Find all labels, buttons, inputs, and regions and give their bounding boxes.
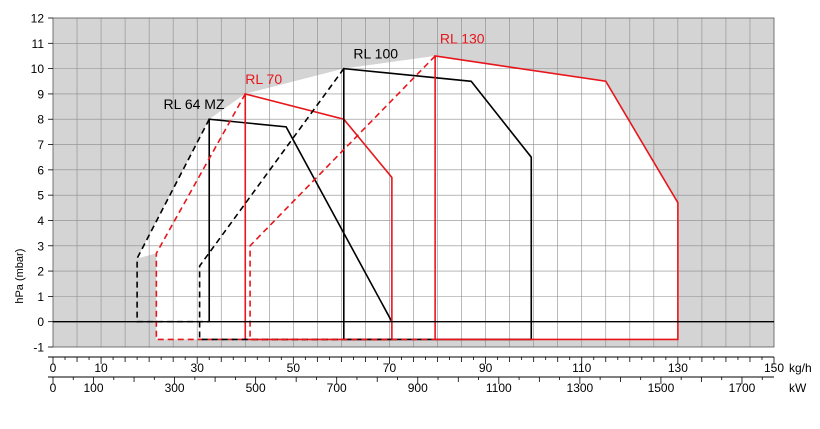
kw-unit-label: kW: [789, 381, 807, 395]
kgh-tick-label: 50: [287, 361, 301, 375]
kgh-tick-label: 30: [191, 361, 205, 375]
plot-frame: [52, 17, 775, 348]
series-label: RL 64 MZ: [164, 96, 225, 112]
series-line-dashed: [249, 55, 436, 341]
kw-tick-label: 900: [408, 381, 428, 395]
kgh-tick-label: 10: [94, 361, 108, 375]
y-tick-label: -1: [33, 341, 44, 355]
kw-tick-label: 500: [246, 381, 266, 395]
kgh-tick-label: 70: [383, 361, 397, 375]
series-line-dashed: [198, 68, 345, 341]
y-tick-label: 0: [37, 315, 44, 329]
y-axis-label: hPa (mbar): [14, 249, 26, 304]
y-tick-label: 12: [31, 12, 45, 26]
series-line-dashed: [155, 93, 246, 341]
y-tick-label: 5: [37, 189, 44, 203]
kgh-tick-label: 130: [668, 361, 688, 375]
kw-tick-label: 1300: [567, 381, 594, 395]
y-tick-label: 8: [37, 113, 44, 127]
y-tick-label: 4: [37, 214, 44, 228]
y-tick-label: 1: [37, 290, 44, 304]
kgh-tick-label: 90: [479, 361, 493, 375]
kw-tick-label: 1700: [729, 381, 756, 395]
y-tick-label: 2: [37, 265, 44, 279]
axes: [48, 17, 775, 384]
y-tick-label: 6: [37, 163, 44, 177]
y-tick-label: 11: [32, 37, 45, 51]
y-tick-label: 9: [37, 87, 44, 101]
series-label: RL 70: [245, 71, 282, 87]
y-tick-label: 10: [31, 62, 45, 76]
kw-tick-label: 100: [84, 381, 104, 395]
kw-tick-label: 0: [50, 381, 57, 395]
grid-lines: [53, 18, 774, 347]
y-tick-label: 7: [37, 138, 44, 152]
kw-tick-label: 300: [165, 381, 185, 395]
series-label: RL 100: [353, 45, 398, 61]
series-line-solid: [208, 118, 393, 323]
series-label: RL 130: [440, 30, 485, 46]
operating-envelope-upper: [137, 55, 436, 267]
series-layer: [136, 55, 679, 341]
kgh-tick-label: 150: [764, 361, 784, 375]
series-line-solid: [434, 55, 679, 341]
y-tick-label: 3: [37, 239, 44, 253]
kw-tick-label: 700: [327, 381, 347, 395]
kgh-tick-label: 110: [572, 361, 591, 375]
kgh-tick-label: 0: [50, 361, 57, 375]
kw-tick-label: 1500: [648, 381, 675, 395]
kw-tick-label: 1100: [486, 381, 512, 395]
kgh-unit-label: kg/h: [789, 361, 812, 375]
